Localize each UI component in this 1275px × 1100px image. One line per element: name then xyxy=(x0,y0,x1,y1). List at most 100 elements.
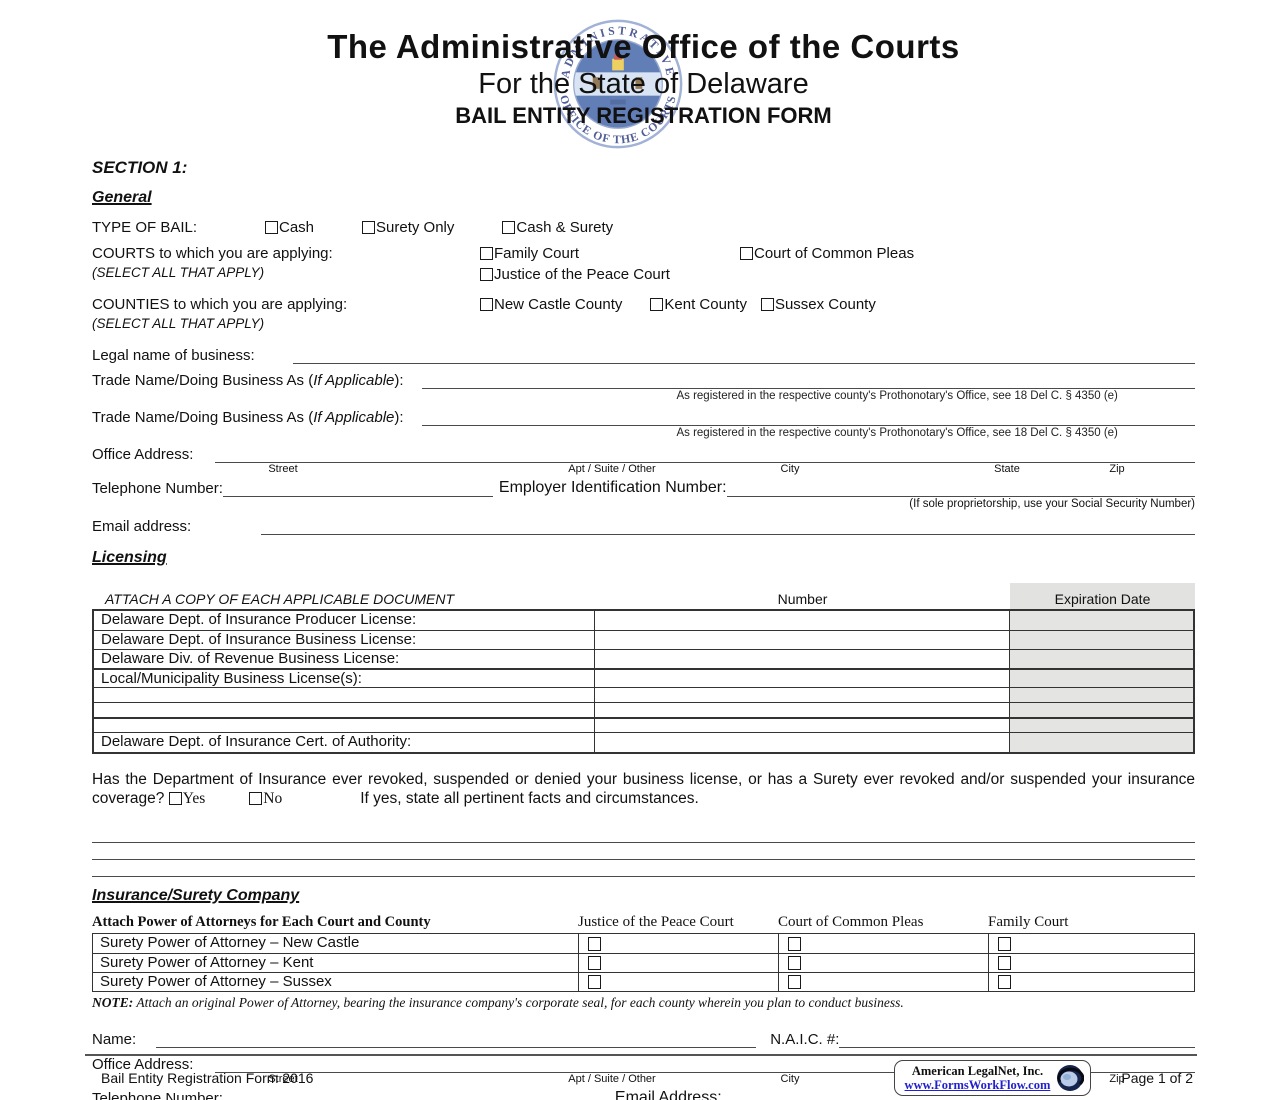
checkbox-no[interactable] xyxy=(249,792,263,806)
surety-office-address-row: Office Address: xyxy=(92,1055,1195,1073)
license-expiration-cell-2[interactable] xyxy=(1010,631,1193,650)
naic-label: N.A.I.C. #: xyxy=(770,1031,840,1049)
table-row: Delaware Dept. of Insurance Cert. of Aut… xyxy=(94,732,1193,753)
table-row: Surety Power of Attorney – Sussex xyxy=(93,972,1194,992)
attach-copy-note: ATTACH A COPY OF EACH APPLICABLE DOCUMEN… xyxy=(105,591,455,608)
licensing-table: Delaware Dept. of Insurance Producer Lic… xyxy=(92,609,1195,755)
trade-name-label-2: Trade Name/Doing Business As (If Applica… xyxy=(92,408,404,426)
option-new-castle-county: New Castle County xyxy=(480,296,622,313)
office-address-field[interactable] xyxy=(215,446,1195,463)
license-number-cell-7[interactable] xyxy=(595,719,1010,733)
trade-name-row-1: Trade Name/Doing Business As (If Applica… xyxy=(92,371,1195,389)
checkbox-poa-newcastle-jp[interactable] xyxy=(588,936,601,951)
page-footer: Bail Entity Registration Form 2016 Ameri… xyxy=(85,1054,1197,1096)
surety-office-address-field[interactable] xyxy=(215,1055,1195,1073)
surety-telephone-label: Telephone Number: xyxy=(92,1089,223,1100)
telephone-field[interactable] xyxy=(222,480,493,497)
license-number-cell-4[interactable] xyxy=(595,670,1010,688)
license-expiration-cell-3[interactable] xyxy=(1010,650,1193,669)
licensing-heading: Licensing xyxy=(92,549,167,567)
checkbox-family-court[interactable] xyxy=(480,247,493,260)
option-justice-of-peace-court: Justice of the Peace Court xyxy=(480,266,670,283)
checkbox-justice-of-peace-court[interactable] xyxy=(480,268,493,281)
counties-options: New Castle County Kent County Sussex Cou… xyxy=(480,296,1195,331)
naic-field[interactable] xyxy=(839,1031,1195,1049)
table-row xyxy=(94,717,1193,733)
office-address-label: Office Address: xyxy=(92,446,194,463)
option-cash-and-surety: Cash & Surety xyxy=(502,219,613,236)
checkbox-poa-newcastle-family[interactable] xyxy=(998,936,1011,951)
legal-name-field[interactable] xyxy=(292,347,1195,365)
checkbox-poa-kent-ccp[interactable] xyxy=(788,956,801,971)
email-row: Email address: xyxy=(92,518,1195,536)
poa-table-label: Attach Power of Attorneys for Each Court… xyxy=(92,914,431,931)
option-no: No xyxy=(249,790,282,807)
checkbox-new-castle-county[interactable] xyxy=(480,298,493,311)
table-row: Surety Power of Attorney – New Castle xyxy=(93,934,1194,954)
table-row: Local/Municipality Business License(s): xyxy=(94,668,1193,688)
counties-sublabel: (SELECT ALL THAT APPLY) xyxy=(92,316,265,331)
license-number-cell-2[interactable] xyxy=(595,631,1010,650)
option-cash: Cash xyxy=(265,219,314,236)
trade-name-caption-1: As registered in the respective county's… xyxy=(676,389,1118,402)
license-expiration-cell-8[interactable] xyxy=(1010,733,1193,753)
license-expiration-cell-5[interactable] xyxy=(1010,688,1193,703)
option-sussex-county: Sussex County xyxy=(760,296,876,313)
counties-label: COUNTIES to which you are applying: xyxy=(92,296,348,313)
american-legalnet-badge: American LegalNet, Inc. www.FormsWorkFlo… xyxy=(893,1060,1092,1096)
surety-name-field[interactable] xyxy=(156,1031,757,1049)
checkbox-poa-sussex-ccp[interactable] xyxy=(788,975,801,990)
ein-label: Employer Identification Number: xyxy=(498,479,727,496)
checkbox-poa-newcastle-ccp[interactable] xyxy=(788,936,801,951)
checkbox-yes[interactable] xyxy=(168,792,182,806)
license-expiration-cell-7[interactable] xyxy=(1010,719,1193,733)
license-number-cell-3[interactable] xyxy=(595,650,1010,669)
facts-line-3[interactable] xyxy=(92,860,1195,878)
checkbox-poa-sussex-jp[interactable] xyxy=(588,975,601,990)
facts-line-1[interactable] xyxy=(92,826,1195,844)
checkbox-cash[interactable] xyxy=(265,221,278,234)
checkbox-court-of-common-pleas[interactable] xyxy=(740,247,753,260)
license-number-cell-5[interactable] xyxy=(595,688,1010,703)
license-expiration-cell-4[interactable] xyxy=(1010,670,1193,688)
facts-line-2[interactable] xyxy=(92,843,1195,861)
table-row: Delaware Dept. of Insurance Producer Lic… xyxy=(94,611,1193,631)
email-field[interactable] xyxy=(261,518,1195,536)
checkbox-poa-sussex-family[interactable] xyxy=(998,975,1011,990)
ein-field[interactable] xyxy=(726,480,1195,497)
email-label: Email address: xyxy=(92,518,192,536)
checkbox-surety-only[interactable] xyxy=(362,221,376,234)
trade-name-field-1[interactable] xyxy=(421,371,1195,389)
option-court-of-common-pleas: Court of Common Pleas xyxy=(740,245,914,262)
surety-name-label: Name: xyxy=(92,1031,137,1049)
surety-table-header: Attach Power of Attorneys for Each Court… xyxy=(92,914,1069,931)
surety-telephone-email-row: Telephone Number: Email Address: xyxy=(92,1089,1195,1100)
surety-name-row: Name: N.A.I.C. #: xyxy=(92,1031,1195,1049)
counties-row: COUNTIES to which you are applying: (SEL… xyxy=(92,296,1195,331)
number-column-header: Number xyxy=(777,591,828,608)
license-number-cell-1[interactable] xyxy=(595,611,1010,631)
checkbox-kent-county[interactable] xyxy=(650,298,664,311)
office-address-row: Office Address: xyxy=(92,446,1195,463)
badge-company: American LegalNet, Inc. xyxy=(911,1063,1044,1078)
insurance-heading: Insurance/Surety Company xyxy=(92,887,300,905)
checkbox-cash-and-surety[interactable] xyxy=(502,221,516,234)
administrative-office-seal-watermark: ADMINISTRATIVE OFFICE OF THE COURTS xyxy=(553,19,682,149)
licensing-table-header: ATTACH A COPY OF EACH APPLICABLE DOCUMEN… xyxy=(92,583,1195,610)
telephone-label: Telephone Number: xyxy=(92,480,223,497)
license-number-cell-8[interactable] xyxy=(595,733,1010,753)
badge-url-link[interactable]: www.FormsWorkFlow.com xyxy=(904,1078,1051,1092)
page-subtitle: For the State of Delaware xyxy=(478,68,809,100)
checkbox-poa-kent-family[interactable] xyxy=(998,956,1011,971)
license-expiration-cell-6[interactable] xyxy=(1010,703,1193,718)
courts-options: Family Court Court of Common Pleas Justi… xyxy=(480,245,1195,287)
checkbox-poa-kent-jp[interactable] xyxy=(588,956,601,971)
surety-poa-table: Surety Power of Attorney – New Castle Su… xyxy=(92,933,1195,993)
license-number-cell-6[interactable] xyxy=(595,703,1010,718)
license-expiration-cell-1[interactable] xyxy=(1010,611,1193,631)
checkbox-sussex-county[interactable] xyxy=(760,298,774,311)
trade-name-field-2[interactable] xyxy=(421,409,1195,426)
option-family-court: Family Court xyxy=(480,245,740,262)
office-address-captions: Street Apt / Suite / Other City State Zi… xyxy=(268,463,1125,475)
